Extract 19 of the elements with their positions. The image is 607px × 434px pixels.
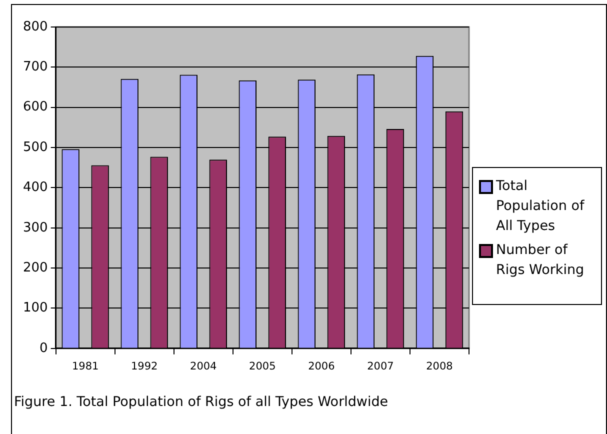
x-tick-label: 1981 [72,360,99,372]
y-tick-label: 100 [22,300,48,316]
x-tick-label: 2006 [308,360,336,372]
x-tick-label: 2007 [367,360,394,372]
legend-label: Number of Rigs Working [496,241,586,280]
y-tick-label: 800 [22,19,48,34]
y-tick-label: 500 [22,140,48,155]
caption: Figure 1. Total Population of Rigs of all Types Worldwide [14,394,388,410]
x-tick-label: 2004 [190,360,218,372]
y-tick-label: 300 [22,220,48,236]
y-tick-label: 700 [22,60,48,75]
y-tick-label: 200 [22,260,48,276]
x-tick-label: 2008 [426,360,453,372]
y-tick-label: 400 [22,180,48,196]
y-tick-label: 0 [40,340,48,356]
x-tick-label: 2005 [249,360,276,372]
y-tick-label: 600 [22,100,48,115]
legend-label: Total Population of All Types [496,177,586,236]
x-tick-label: 1992 [130,360,158,372]
